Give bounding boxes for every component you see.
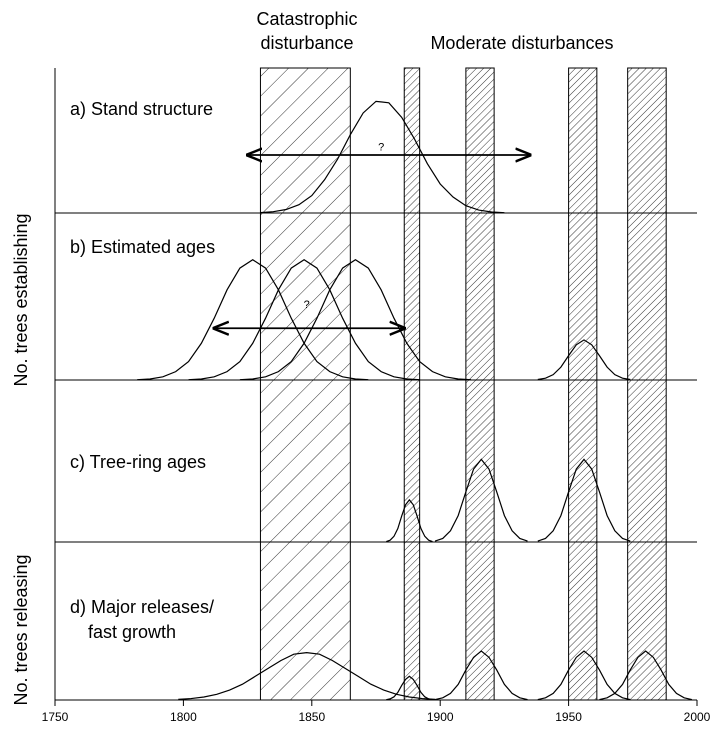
x-tick-label: 1950 bbox=[555, 710, 582, 724]
panel-label: a) Stand structure bbox=[70, 99, 213, 119]
annotation: Catastrophic bbox=[256, 9, 357, 29]
annotation: Moderate disturbances bbox=[430, 33, 613, 53]
x-tick-label: 1800 bbox=[170, 710, 197, 724]
x-tick-label: 1900 bbox=[427, 710, 454, 724]
y-axis-label: No. trees establishing bbox=[11, 213, 31, 386]
moderate-band bbox=[568, 67, 598, 701]
annotation: disturbance bbox=[260, 33, 353, 53]
curve bbox=[386, 675, 433, 701]
curve bbox=[178, 651, 436, 700]
curve bbox=[260, 100, 505, 214]
panel-label: d) Major releases/ bbox=[70, 597, 214, 617]
x-tick-label: 2000 bbox=[684, 710, 711, 724]
curve bbox=[386, 498, 433, 543]
curve bbox=[537, 339, 631, 381]
panel-label: fast growth bbox=[88, 622, 176, 642]
curve bbox=[434, 650, 528, 701]
y-axis-label: No. trees releasing bbox=[11, 554, 31, 705]
moderate-band bbox=[465, 67, 495, 701]
curve bbox=[137, 259, 369, 381]
curve bbox=[188, 259, 420, 381]
moderate-band bbox=[627, 67, 667, 701]
x-tick-label: 1750 bbox=[42, 710, 69, 724]
x-tick-label: 1850 bbox=[298, 710, 325, 724]
question-mark: ? bbox=[378, 142, 384, 154]
curve bbox=[537, 458, 631, 542]
curve bbox=[599, 650, 692, 701]
curve bbox=[434, 458, 528, 542]
moderate-band bbox=[403, 67, 421, 701]
curve bbox=[239, 259, 472, 381]
question-mark: ? bbox=[304, 299, 310, 311]
panel-label: c) Tree-ring ages bbox=[70, 452, 206, 472]
panel-label: b) Estimated ages bbox=[70, 237, 215, 257]
catastrophic-band bbox=[259, 67, 351, 701]
